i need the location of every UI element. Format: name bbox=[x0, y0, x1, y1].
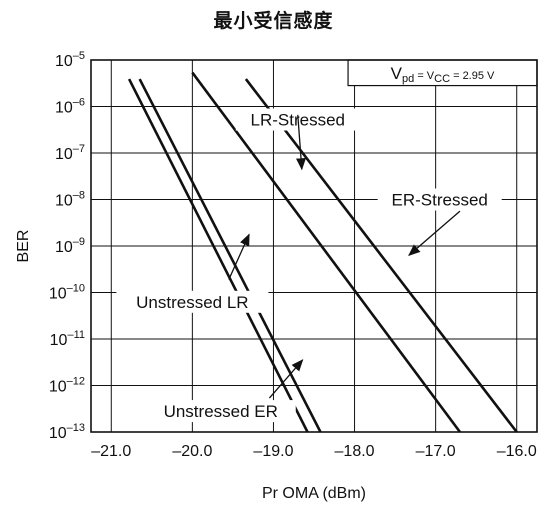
legend-box-text: Vpd = VCC = 2.95 V bbox=[391, 64, 495, 85]
series-lines bbox=[127, 71, 518, 433]
x-tick-label: –17.0 bbox=[416, 443, 456, 460]
annotation-label: Unstressed LR bbox=[136, 293, 248, 312]
x-axis-label: Pr OMA (dBm) bbox=[262, 485, 366, 502]
annotation-bg bbox=[145, 400, 296, 423]
y-tick-label: 10–11 bbox=[50, 329, 85, 349]
annotation-arrow bbox=[228, 233, 250, 280]
y-axis-label: BER bbox=[15, 230, 32, 263]
y-tick-label: 10–9 bbox=[55, 236, 85, 256]
series-line bbox=[191, 71, 462, 433]
x-tick-label: –19.0 bbox=[253, 443, 293, 460]
x-tick-label: –21.0 bbox=[91, 443, 131, 460]
y-tick-label: 10–8 bbox=[55, 190, 85, 210]
y-tick-label: 10–10 bbox=[49, 283, 85, 303]
plot-frame bbox=[90, 59, 538, 433]
x-tick-label: –16.0 bbox=[497, 443, 537, 460]
y-tick-label: 10–13 bbox=[49, 422, 85, 442]
x-tick-labels: –21.0 –20.0 –19.0 –18.0 –17.0 –16.0 bbox=[91, 443, 537, 460]
annotation-label: Unstressed ER bbox=[164, 402, 278, 421]
annotation-arrow bbox=[268, 359, 304, 399]
annotation-bg bbox=[116, 290, 269, 313]
series-line bbox=[138, 78, 322, 433]
y-tick-label: 10–12 bbox=[49, 376, 85, 396]
series-line bbox=[244, 78, 518, 433]
annotation-label: ER-Stressed bbox=[392, 191, 488, 210]
y-tick-labels: 10–5 10–6 10–7 10–8 10–9 10–10 10–11 10–12 10–13 bbox=[49, 50, 85, 442]
legend-box: Vpd = VCC = 2.95 V bbox=[347, 59, 538, 87]
annotation-arrow bbox=[408, 210, 461, 256]
y-tick-label: 10–7 bbox=[55, 143, 85, 163]
y-tick-label: 10–5 bbox=[55, 50, 85, 70]
y-tick-label: 10–6 bbox=[55, 97, 85, 117]
annotation-arrow bbox=[296, 114, 307, 171]
series-line bbox=[127, 78, 309, 433]
x-tick-label: –18.0 bbox=[335, 443, 375, 460]
annotation-bg bbox=[377, 188, 502, 211]
chart-title: 最小受信感度 bbox=[213, 10, 334, 32]
x-tick-label: –20.0 bbox=[172, 443, 212, 460]
